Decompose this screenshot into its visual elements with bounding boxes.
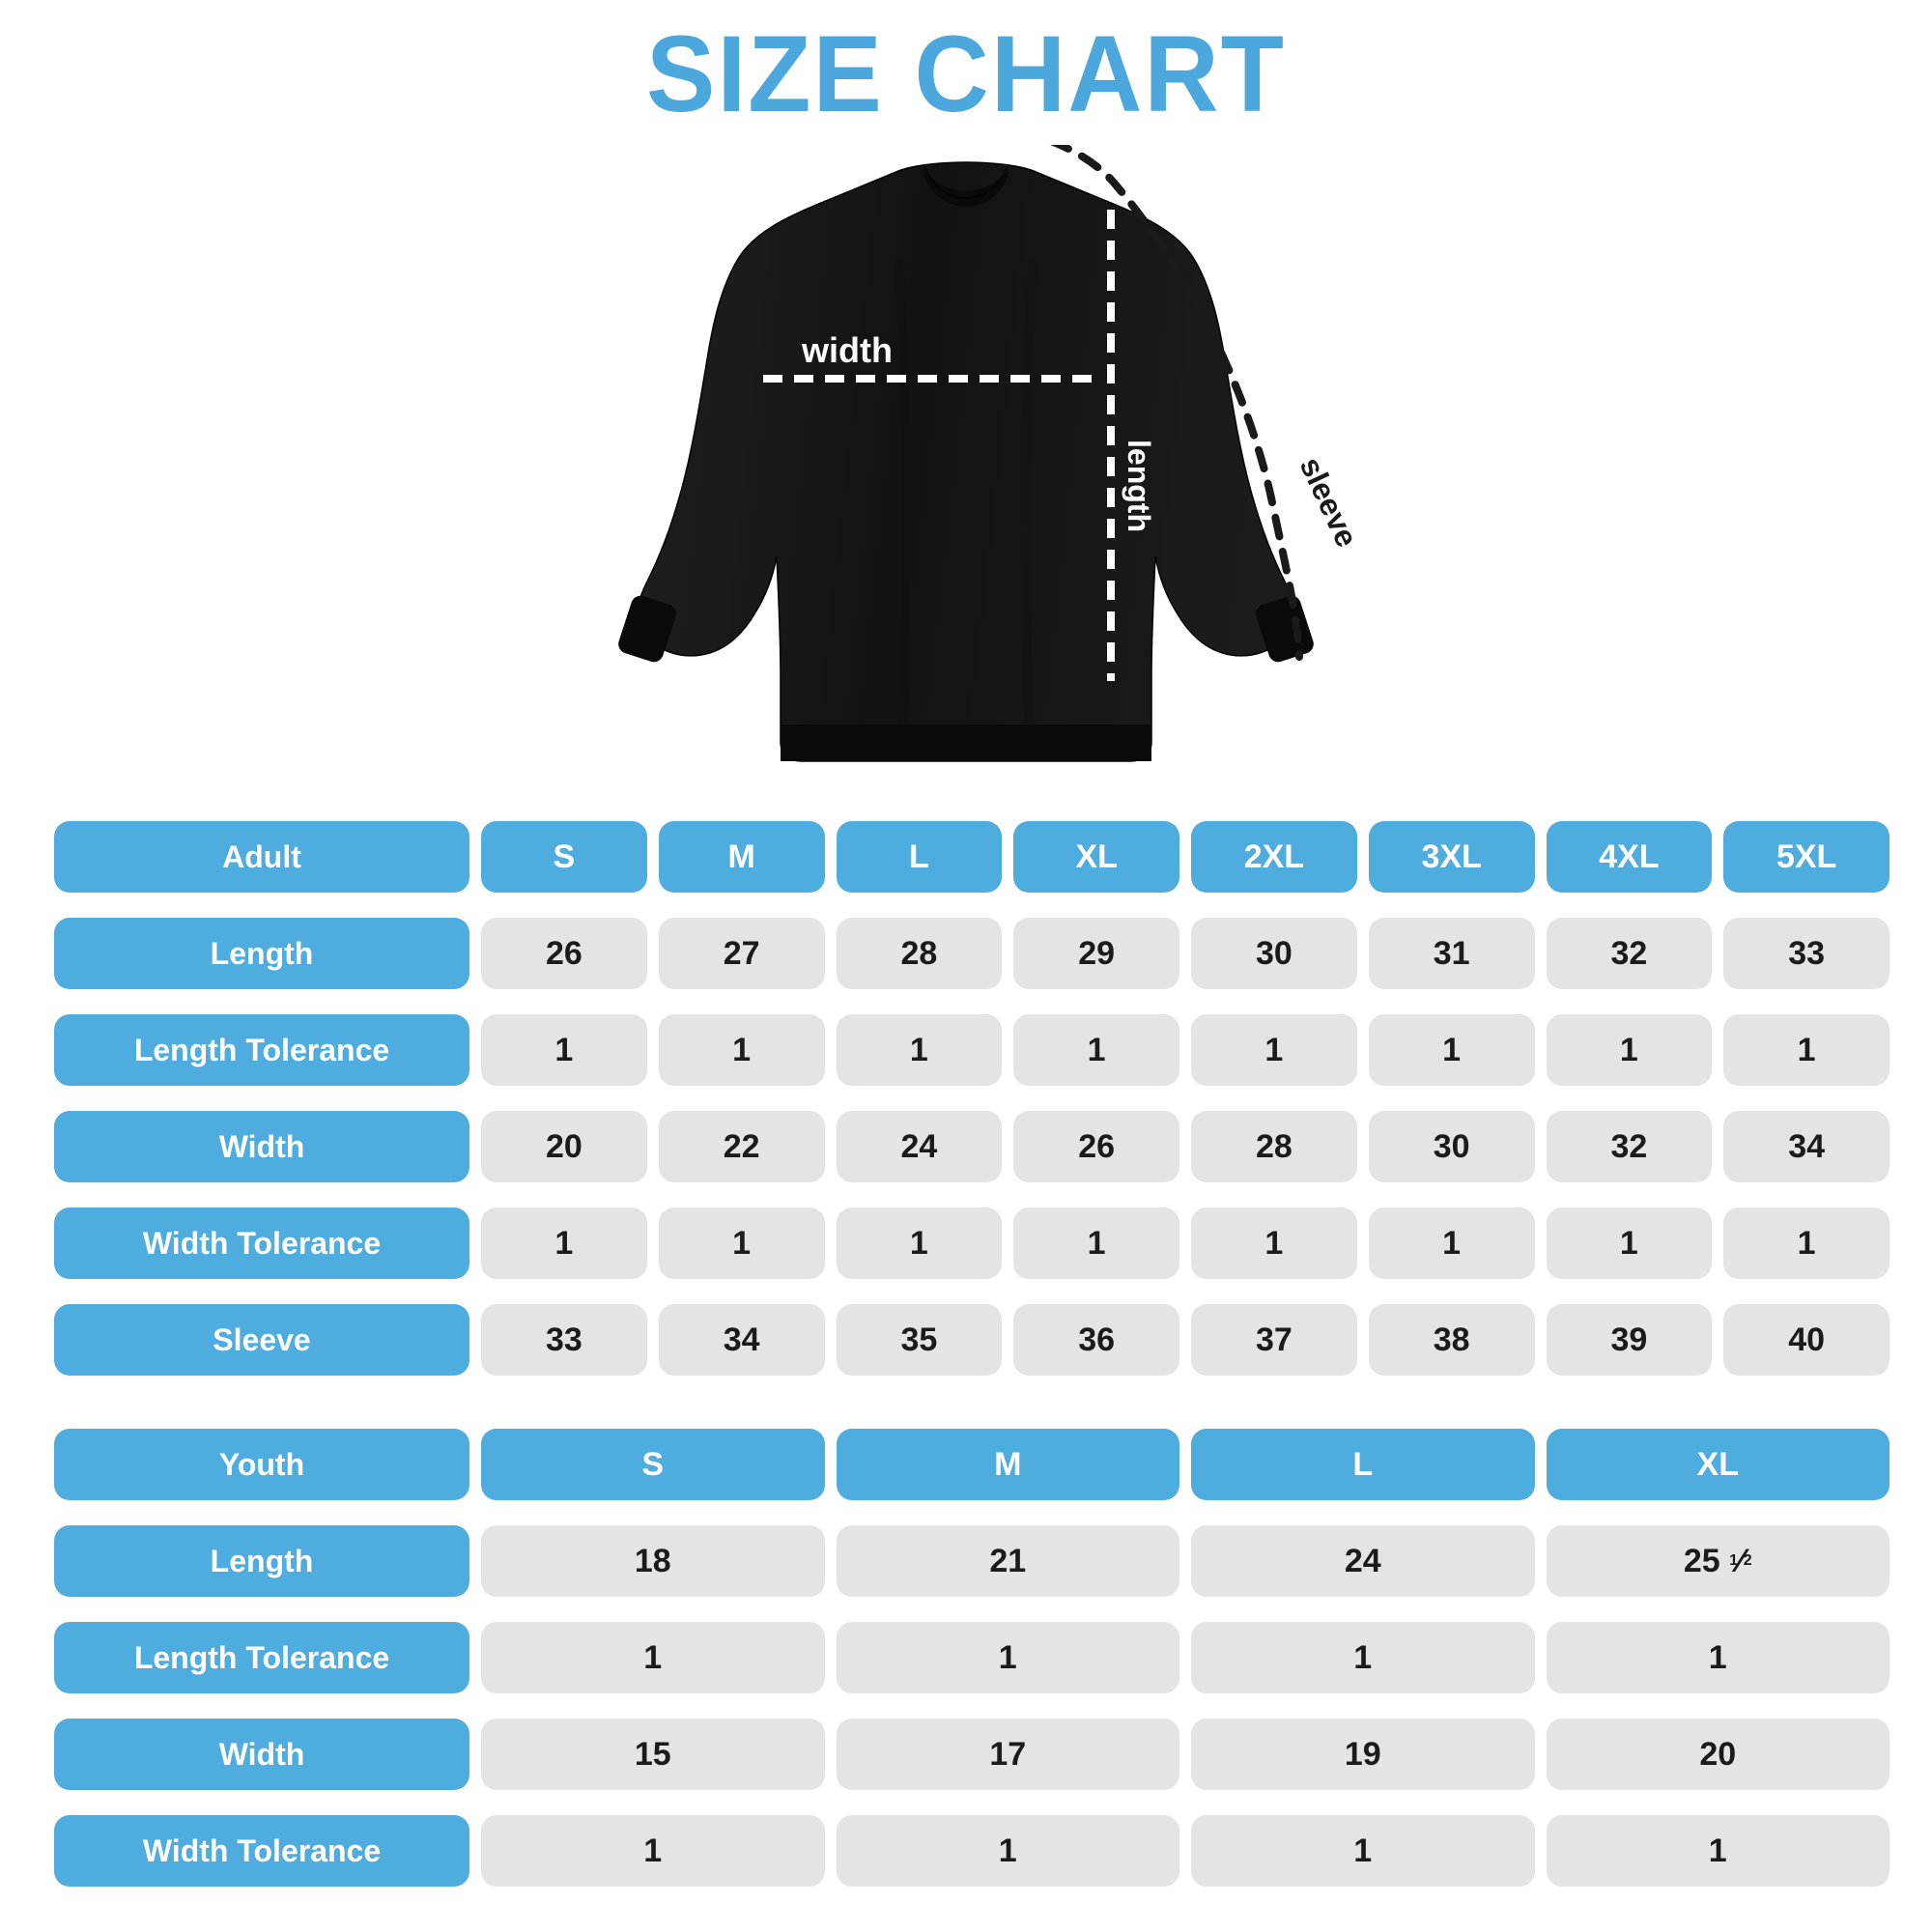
svg-text:width: width bbox=[801, 330, 893, 370]
svg-text:sleeve: sleeve bbox=[1293, 452, 1352, 553]
svg-text:length: length bbox=[1122, 440, 1156, 532]
